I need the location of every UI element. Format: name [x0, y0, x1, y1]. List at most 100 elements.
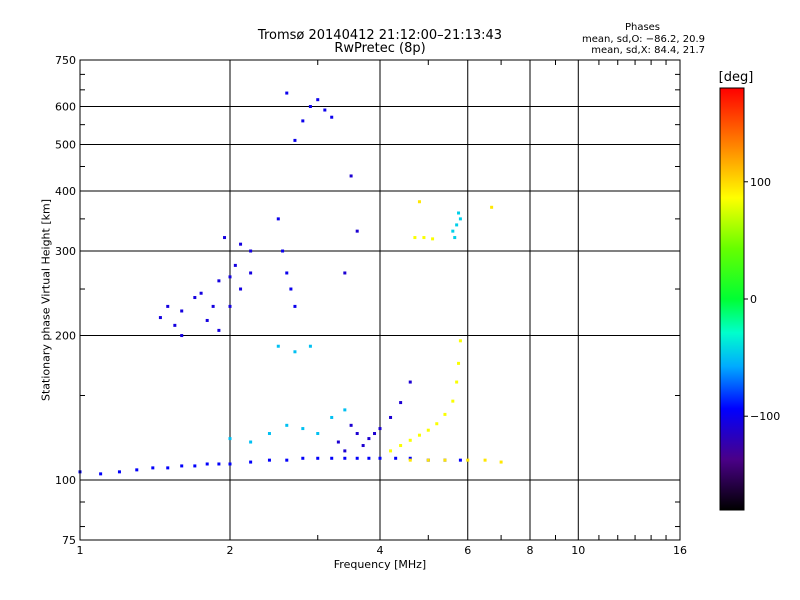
echo-point	[336, 440, 340, 444]
y-tick-label: 100	[55, 474, 76, 487]
colorbar-tick-label: 0	[750, 293, 757, 306]
echo-point	[285, 91, 289, 95]
echo-point	[343, 271, 347, 275]
echo-point	[285, 271, 289, 275]
echo-point	[378, 456, 382, 460]
phase-box-title: Phases	[624, 22, 661, 33]
echo-point	[293, 350, 297, 354]
echo-point	[426, 458, 430, 462]
echo-point	[343, 408, 347, 412]
echo-point	[426, 428, 430, 432]
echo-point	[458, 339, 462, 343]
echo-point	[249, 249, 253, 253]
chart-title: Tromsø 20140412 21:12:00–21:13:43	[257, 28, 503, 43]
echo-point	[323, 108, 327, 112]
echo-point	[205, 318, 209, 322]
echo-point	[413, 236, 417, 240]
echo-point	[281, 249, 285, 253]
echo-point	[355, 432, 359, 436]
chart-subtitle: RwPretec (8p)	[334, 41, 426, 56]
echo-point	[180, 464, 184, 468]
echo-point	[349, 174, 353, 178]
echo-point	[308, 105, 312, 109]
y-tick-label: 600	[55, 101, 76, 114]
echo-point	[316, 432, 320, 436]
echo-point	[422, 236, 426, 240]
echo-point	[389, 449, 393, 453]
x-tick-label: 16	[673, 544, 687, 557]
echo-point	[443, 412, 447, 416]
echo-point	[431, 237, 435, 241]
echo-point	[217, 328, 221, 332]
y-tick-label: 200	[55, 330, 76, 343]
echo-point	[361, 444, 365, 448]
echo-point	[367, 456, 371, 460]
echo-point	[249, 460, 253, 464]
echo-point	[293, 304, 297, 308]
echo-point	[180, 309, 184, 313]
echo-point	[233, 263, 237, 267]
echo-point	[217, 462, 221, 466]
echo-point	[211, 304, 215, 308]
echo-point	[330, 115, 334, 119]
echo-point	[301, 427, 305, 431]
echo-point	[483, 458, 487, 462]
echo-point	[378, 427, 382, 431]
echo-point	[417, 433, 421, 437]
echo-point	[166, 304, 170, 308]
echo-point	[355, 229, 359, 233]
colorbar-tick-label: 100	[750, 176, 771, 189]
x-tick-label: 2	[227, 544, 234, 557]
y-tick-label: 400	[55, 185, 76, 198]
echo-point	[408, 456, 412, 460]
x-tick-label: 1	[77, 544, 84, 557]
echo-point	[173, 323, 177, 327]
echo-point	[301, 456, 305, 460]
echo-point	[99, 472, 103, 476]
echo-point	[267, 458, 271, 462]
echo-point	[316, 456, 320, 460]
echo-point	[466, 458, 470, 462]
y-tick-label: 300	[55, 245, 76, 258]
echo-point	[408, 438, 412, 442]
echo-point	[308, 344, 312, 348]
echo-point	[355, 456, 359, 460]
echo-point	[228, 275, 232, 279]
echo-point	[205, 462, 209, 466]
echo-point	[408, 380, 412, 384]
echo-point	[193, 296, 197, 300]
echo-point	[199, 291, 203, 295]
echo-point	[499, 460, 503, 464]
echo-point	[458, 217, 462, 221]
echo-point	[455, 380, 459, 384]
echo-point	[490, 205, 494, 209]
echo-point	[389, 415, 393, 419]
echo-point	[457, 211, 461, 215]
echo-point	[249, 440, 253, 444]
echo-point	[151, 466, 155, 470]
echo-point	[457, 361, 461, 365]
echo-point	[301, 119, 305, 123]
echo-point	[285, 423, 289, 427]
echo-point	[228, 462, 232, 466]
echo-point	[135, 468, 139, 472]
echo-point	[289, 287, 293, 291]
phase-x-stats: mean, sd,X: 84.4, 21.7	[591, 45, 705, 56]
echo-point	[399, 444, 403, 448]
echo-point	[316, 98, 320, 102]
echo-point	[223, 236, 227, 240]
x-tick-label: 8	[527, 544, 534, 557]
echo-point	[451, 399, 455, 403]
echo-point	[228, 437, 232, 441]
y-tick-label: 500	[55, 139, 76, 152]
colorbar	[719, 87, 745, 511]
echo-point	[373, 432, 377, 436]
colorbar-tick-label: −100	[750, 410, 780, 423]
x-tick-label: 4	[377, 544, 384, 557]
echo-point	[239, 287, 243, 291]
echo-point	[343, 449, 347, 453]
echo-point	[451, 229, 455, 233]
echo-point	[417, 200, 421, 204]
echo-point	[330, 415, 334, 419]
